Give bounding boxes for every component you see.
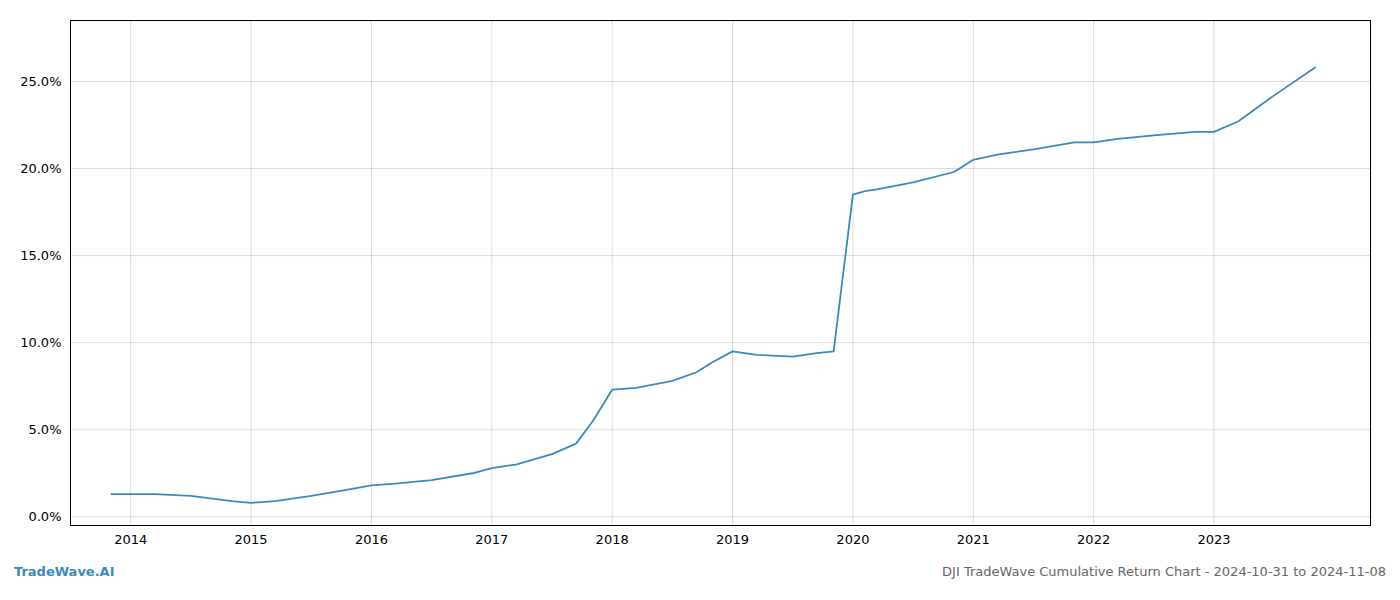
svg-text:2018: 2018	[596, 532, 629, 547]
html-text:DJI TradeWave Cumulative Retur: DJI TradeWave Cumulative Return Chart - …	[942, 564, 1386, 579]
svg-text:2017: 2017	[475, 532, 508, 547]
svg-text:2016: 2016	[355, 532, 388, 547]
svg-text:2022: 2022	[1077, 532, 1110, 547]
html-text:TradeWave.AI: TradeWave.AI	[14, 564, 115, 579]
svg-text:25.0%: 25.0%	[20, 74, 61, 89]
svg-text:5.0%: 5.0%	[28, 422, 61, 437]
svg-text:2015: 2015	[235, 532, 268, 547]
svg-text:2020: 2020	[836, 532, 869, 547]
svg-text:15.0%: 15.0%	[20, 248, 61, 263]
svg-text:20.0%: 20.0%	[20, 161, 61, 176]
svg-text:2021: 2021	[957, 532, 990, 547]
svg-text:2019: 2019	[716, 532, 749, 547]
svg-text:2014: 2014	[114, 532, 147, 547]
svg-text:10.0%: 10.0%	[20, 335, 61, 350]
svg-text:2023: 2023	[1197, 532, 1230, 547]
svg-text:0.0%: 0.0%	[28, 509, 61, 524]
